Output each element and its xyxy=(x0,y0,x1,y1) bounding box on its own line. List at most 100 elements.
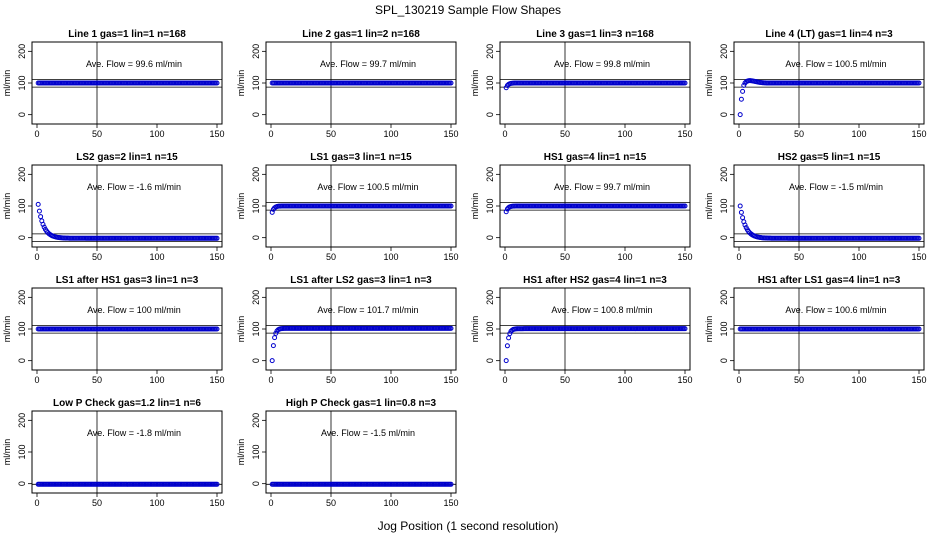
y-axis-label: ml/min xyxy=(2,439,12,466)
x-tick-label: 150 xyxy=(677,375,692,385)
data-point xyxy=(448,203,454,209)
data-point xyxy=(682,326,688,332)
y-axis-label: ml/min xyxy=(236,439,246,466)
panel-title: Low P Check gas=1.2 lin=1 n=6 xyxy=(53,398,201,409)
y-axis-label: ml/min xyxy=(236,70,246,97)
x-tick-label: 50 xyxy=(92,252,102,262)
ave-flow-annotation: Ave. Flow = -1.5 ml/min xyxy=(789,182,883,192)
x-tick-label: 100 xyxy=(383,498,398,508)
ave-flow-annotation: Ave. Flow = -1.8 ml/min xyxy=(87,428,181,438)
ave-flow-annotation: Ave. Flow = -1.5 ml/min xyxy=(321,428,415,438)
x-tick-label: 100 xyxy=(383,252,398,262)
panel-3: Line 3 gas=1 lin=3 n=168 0 50 100 150 0 100 200… xyxy=(470,29,693,139)
y-axis-label: ml/min xyxy=(470,70,480,97)
ave-flow-annotation: Ave. Flow = 99.8 ml/min xyxy=(554,59,650,69)
x-tick-label: 100 xyxy=(149,252,164,262)
data-point xyxy=(270,343,276,349)
x-tick-label: 0 xyxy=(268,498,273,508)
x-tick-label: 0 xyxy=(736,129,741,139)
data-point xyxy=(916,235,922,241)
panel-4: Line 4 (LT) gas=1 lin=4 n=3 0 50 100 150 0 100… xyxy=(704,29,927,139)
x-tick-label: 0 xyxy=(736,252,741,262)
y-tick-label: 200 xyxy=(17,167,27,182)
x-tick-label: 100 xyxy=(149,375,164,385)
y-axis-label: ml/min xyxy=(236,193,246,220)
y-axis-label: ml/min xyxy=(470,316,480,343)
data-point xyxy=(40,221,46,227)
x-tick-label: 150 xyxy=(209,129,224,139)
x-tick-label: 50 xyxy=(92,498,102,508)
figure-title: SPL_130219 Sample Flow Shapes xyxy=(375,3,561,17)
series-points xyxy=(269,80,454,86)
x-tick-label: 150 xyxy=(911,129,926,139)
series-points xyxy=(269,203,454,215)
y-tick-label: 100 xyxy=(251,321,261,336)
x-tick-label: 150 xyxy=(443,252,458,262)
data-point xyxy=(448,481,454,487)
y-tick-label: 100 xyxy=(251,444,261,459)
x-tick-label: 150 xyxy=(911,252,926,262)
panels: Line 1 gas=1 lin=1 n=168 0 50 100 150 0 100 200… xyxy=(2,29,927,508)
data-point xyxy=(738,209,744,215)
x-tick-label: 100 xyxy=(149,129,164,139)
panel-title: LS1 after HS1 gas=3 lin=1 n=3 xyxy=(56,275,199,286)
data-point xyxy=(448,80,454,86)
series-points xyxy=(503,326,688,364)
x-tick-label: 150 xyxy=(209,375,224,385)
panel-6: LS1 gas=3 lin=1 n=15 0 50 100 150 0 100 200 ml/m… xyxy=(236,152,459,262)
series-points xyxy=(503,80,688,91)
panel-14: High P Check gas=1 lin=0.8 n=3 0 50 100 150 0… xyxy=(236,398,459,508)
y-tick-label: 100 xyxy=(251,75,261,90)
y-axis-label: ml/min xyxy=(704,193,714,220)
x-tick-label: 150 xyxy=(443,375,458,385)
y-tick-label: 100 xyxy=(17,321,27,336)
y-axis-label: ml/min xyxy=(236,316,246,343)
y-tick-label: 100 xyxy=(719,198,729,213)
data-point xyxy=(504,343,510,349)
x-tick-label: 0 xyxy=(34,129,39,139)
data-point xyxy=(682,203,688,209)
x-tick-label: 150 xyxy=(209,498,224,508)
series-points xyxy=(35,80,220,86)
y-tick-label: 100 xyxy=(17,198,27,213)
y-axis-label: ml/min xyxy=(2,316,12,343)
panel-title: LS2 gas=2 lin=1 n=15 xyxy=(76,152,178,163)
x-tick-label: 0 xyxy=(502,129,507,139)
series-points xyxy=(737,203,922,241)
ave-flow-annotation: Ave. Flow = 99.7 ml/min xyxy=(554,182,650,192)
x-tick-label: 50 xyxy=(560,252,570,262)
x-tick-label: 0 xyxy=(268,129,273,139)
y-tick-label: 200 xyxy=(251,413,261,428)
y-tick-label: 200 xyxy=(485,167,495,182)
x-tick-label: 0 xyxy=(34,252,39,262)
x-tick-label: 150 xyxy=(443,498,458,508)
y-tick-label: 0 xyxy=(485,358,495,363)
y-tick-label: 0 xyxy=(719,112,729,117)
data-point xyxy=(214,80,220,86)
y-tick-label: 0 xyxy=(17,481,27,486)
x-tick-label: 50 xyxy=(794,252,804,262)
ave-flow-annotation: Ave. Flow = 99.6 ml/min xyxy=(86,59,182,69)
panel-9: LS1 after HS1 gas=3 lin=1 n=3 0 50 100 150 0 1… xyxy=(2,275,225,385)
series-points xyxy=(35,481,220,487)
panel-title: Line 1 gas=1 lin=1 n=168 xyxy=(68,29,186,40)
data-point xyxy=(740,215,746,221)
y-tick-label: 200 xyxy=(17,44,27,59)
x-tick-label: 100 xyxy=(617,375,632,385)
series-points xyxy=(269,481,454,487)
y-tick-label: 0 xyxy=(251,235,261,240)
panel-13: Low P Check gas=1.2 lin=1 n=6 0 50 100 150 0 1… xyxy=(2,398,225,508)
y-tick-label: 200 xyxy=(251,167,261,182)
y-tick-label: 0 xyxy=(719,235,729,240)
data-point xyxy=(38,214,44,220)
data-point xyxy=(269,358,275,364)
panel-title: HS1 after HS2 gas=4 lin=1 n=3 xyxy=(523,275,667,286)
panel-2: Line 2 gas=1 lin=2 n=168 0 50 100 150 0 100 200… xyxy=(236,29,459,139)
x-tick-label: 100 xyxy=(149,498,164,508)
y-tick-label: 0 xyxy=(251,481,261,486)
x-tick-label: 150 xyxy=(209,252,224,262)
ave-flow-annotation: Ave. Flow = 100.5 ml/min xyxy=(317,182,418,192)
panel-title: LS1 after LS2 gas=3 lin=1 n=3 xyxy=(290,275,432,286)
x-tick-label: 100 xyxy=(617,252,632,262)
x-tick-label: 150 xyxy=(443,129,458,139)
